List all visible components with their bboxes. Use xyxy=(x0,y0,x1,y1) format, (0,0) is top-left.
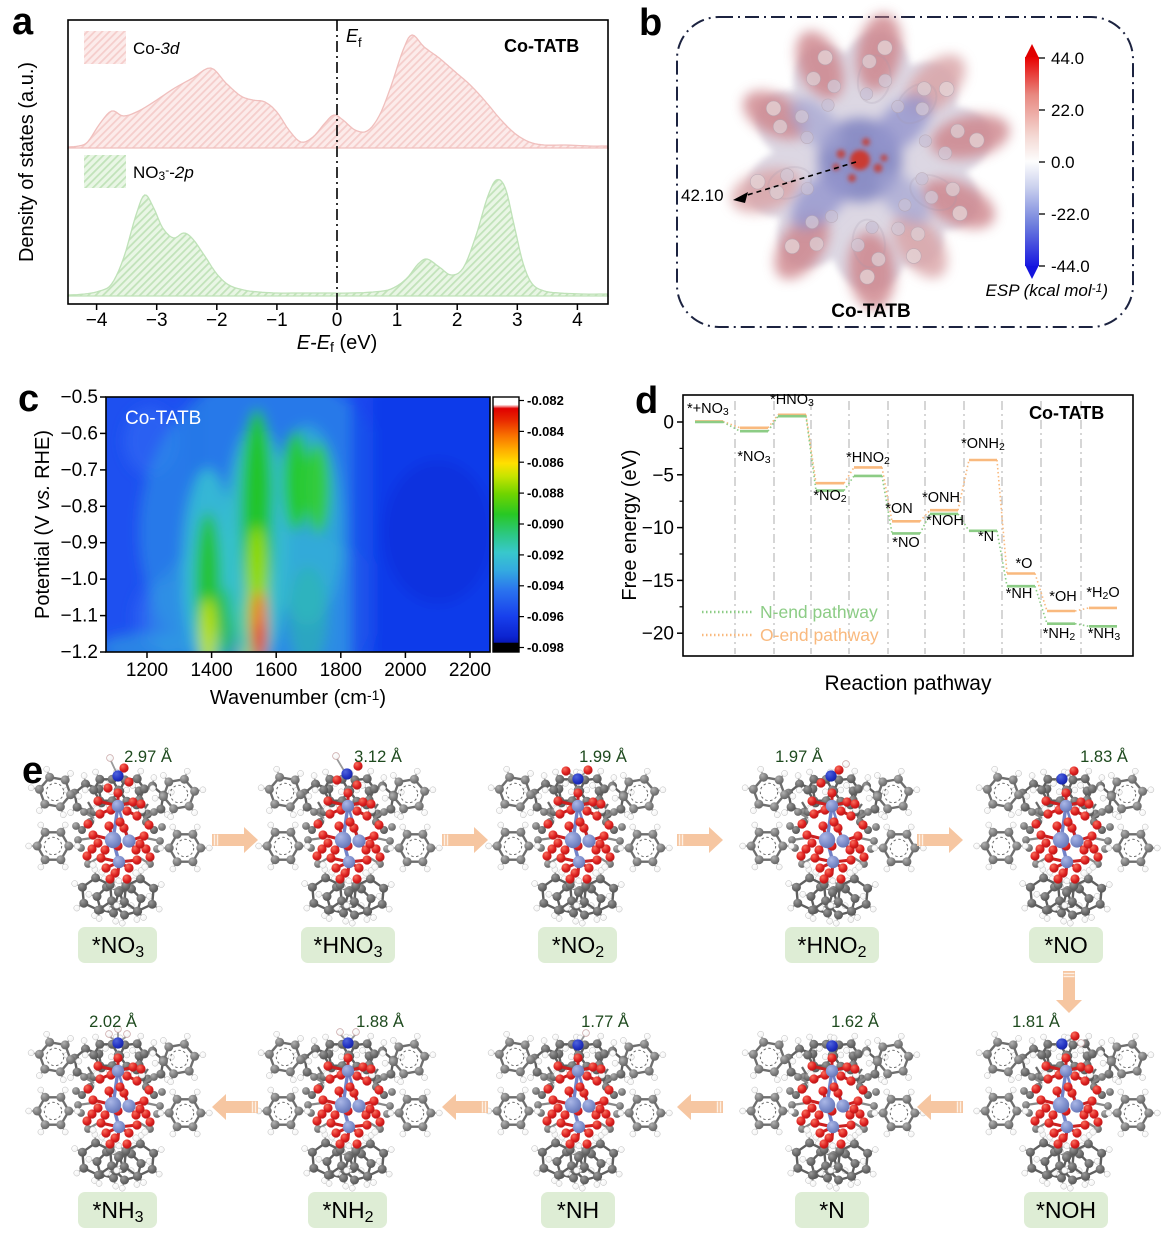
svg-text:Co-3d: Co-3d xyxy=(133,39,180,58)
svg-text:-0.084: -0.084 xyxy=(527,424,565,439)
svg-text:1.83 Å: 1.83 Å xyxy=(1080,747,1128,766)
svg-text:E-Ef (eV): E-Ef (eV) xyxy=(297,332,378,355)
svg-text:1.99 Å: 1.99 Å xyxy=(579,747,627,766)
svg-text:−0.7: −0.7 xyxy=(60,460,98,481)
svg-text:42.10: 42.10 xyxy=(681,186,724,205)
svg-text:1400: 1400 xyxy=(190,660,232,681)
svg-text:-0.098: -0.098 xyxy=(527,640,564,655)
svg-text:0: 0 xyxy=(332,310,343,331)
svg-text:-0.094: -0.094 xyxy=(527,578,565,593)
svg-text:*HNO3: *HNO3 xyxy=(770,392,814,409)
svg-text:-0.096: -0.096 xyxy=(527,609,564,624)
svg-text:c: c xyxy=(18,378,39,420)
svg-text:−0.8: −0.8 xyxy=(60,496,98,517)
svg-text:*O: *O xyxy=(1016,556,1033,572)
svg-text:-0.082: -0.082 xyxy=(527,393,564,408)
svg-text:−10: −10 xyxy=(642,518,674,539)
svg-text:−5: −5 xyxy=(652,465,674,486)
svg-text:*NH3: *NH3 xyxy=(1088,626,1121,643)
svg-text:−0.5: −0.5 xyxy=(60,387,98,408)
svg-text:2: 2 xyxy=(452,310,463,331)
svg-text:b: b xyxy=(639,2,662,44)
svg-text:1.62 Å: 1.62 Å xyxy=(831,1012,879,1031)
svg-text:0.0: 0.0 xyxy=(1051,153,1075,172)
svg-text:*HNO2: *HNO2 xyxy=(846,450,890,467)
svg-text:Free energy (eV): Free energy (eV) xyxy=(619,449,641,600)
svg-text:−20: −20 xyxy=(642,624,674,645)
svg-text:Co-TATB: Co-TATB xyxy=(831,301,911,322)
svg-text:*HNO3: *HNO3 xyxy=(314,932,383,961)
svg-text:−3: −3 xyxy=(146,310,168,331)
svg-text:*NH: *NH xyxy=(557,1197,599,1223)
svg-text:−15: −15 xyxy=(642,571,674,592)
svg-text:*NO2: *NO2 xyxy=(813,488,846,505)
svg-text:2200: 2200 xyxy=(449,660,491,681)
svg-text:1: 1 xyxy=(392,310,403,331)
svg-text:−4: −4 xyxy=(86,310,108,331)
svg-text:−0.6: −0.6 xyxy=(60,423,98,444)
svg-text:1200: 1200 xyxy=(126,660,168,681)
svg-text:*ONH: *ONH xyxy=(922,490,960,506)
svg-text:*NO3: *NO3 xyxy=(737,449,770,466)
svg-text:d: d xyxy=(635,380,658,422)
svg-text:e: e xyxy=(22,750,43,792)
svg-text:1.81 Å: 1.81 Å xyxy=(1012,1012,1060,1031)
svg-text:1800: 1800 xyxy=(320,660,362,681)
svg-text:-0.086: -0.086 xyxy=(527,455,564,470)
svg-text:-0.088: -0.088 xyxy=(527,486,564,501)
svg-text:22.0: 22.0 xyxy=(1051,101,1084,120)
svg-text:−1: −1 xyxy=(266,310,288,331)
svg-text:−0.9: −0.9 xyxy=(60,533,98,554)
svg-text:−2: −2 xyxy=(206,310,228,331)
svg-text:-0.090: -0.090 xyxy=(527,517,564,532)
svg-text:Reaction pathway: Reaction pathway xyxy=(825,672,992,695)
svg-text:E: E xyxy=(346,26,359,46)
svg-text:*N: *N xyxy=(978,529,994,545)
svg-text:2.97 Å: 2.97 Å xyxy=(124,747,172,766)
svg-text:*ON: *ON xyxy=(885,501,912,517)
svg-text:*NOH: *NOH xyxy=(1036,1197,1096,1223)
svg-text:Co-TATB: Co-TATB xyxy=(504,36,579,56)
svg-text:-44.0: -44.0 xyxy=(1051,257,1090,276)
svg-text:*NH: *NH xyxy=(1006,586,1033,602)
svg-text:*NO: *NO xyxy=(892,535,919,551)
svg-text:O-end pathway: O-end pathway xyxy=(760,625,879,645)
svg-text:0: 0 xyxy=(663,413,674,434)
svg-text:NO3--2p: NO3--2p xyxy=(133,163,194,183)
svg-text:*+NO3: *+NO3 xyxy=(687,401,729,418)
svg-text:2000: 2000 xyxy=(384,660,426,681)
svg-text:-0.092: -0.092 xyxy=(527,547,564,562)
svg-text:Wavenumber (cm-1): Wavenumber (cm-1) xyxy=(210,687,386,709)
svg-text:*HNO2: *HNO2 xyxy=(798,932,867,961)
svg-text:4: 4 xyxy=(572,310,583,331)
svg-text:1.97 Å: 1.97 Å xyxy=(775,747,823,766)
svg-text:−1.2: −1.2 xyxy=(60,642,98,663)
svg-text:*NH2: *NH2 xyxy=(1043,626,1076,643)
svg-text:Density of states (a.u.): Density of states (a.u.) xyxy=(16,62,38,262)
svg-text:a: a xyxy=(12,1,34,43)
svg-text:1.77 Å: 1.77 Å xyxy=(581,1012,629,1031)
svg-text:*N: *N xyxy=(819,1197,845,1223)
svg-text:N-end pathway: N-end pathway xyxy=(760,602,878,622)
svg-text:f: f xyxy=(358,35,362,50)
svg-text:3: 3 xyxy=(512,310,523,331)
svg-text:*NOH: *NOH xyxy=(926,513,964,529)
svg-text:*OH: *OH xyxy=(1049,589,1076,605)
svg-text:−1.0: −1.0 xyxy=(60,569,98,590)
svg-text:Potential (V vs. RHE): Potential (V vs. RHE) xyxy=(32,430,54,619)
svg-text:ESP (kcal mol-1): ESP (kcal mol-1) xyxy=(986,281,1108,300)
svg-text:44.0: 44.0 xyxy=(1051,49,1084,68)
svg-text:*NO: *NO xyxy=(1044,932,1087,958)
svg-text:2.02 Å: 2.02 Å xyxy=(89,1012,137,1031)
svg-text:*ONH2: *ONH2 xyxy=(961,436,1005,453)
svg-text:Co-TATB: Co-TATB xyxy=(1029,403,1104,423)
svg-text:−1.1: −1.1 xyxy=(60,606,98,627)
svg-text:-22.0: -22.0 xyxy=(1051,205,1090,224)
svg-text:*H2O: *H2O xyxy=(1086,585,1119,602)
svg-text:1.88 Å: 1.88 Å xyxy=(356,1012,404,1031)
svg-text:3.12 Å: 3.12 Å xyxy=(354,747,402,766)
svg-text:1600: 1600 xyxy=(255,660,297,681)
svg-text:Co-TATB: Co-TATB xyxy=(125,408,201,429)
